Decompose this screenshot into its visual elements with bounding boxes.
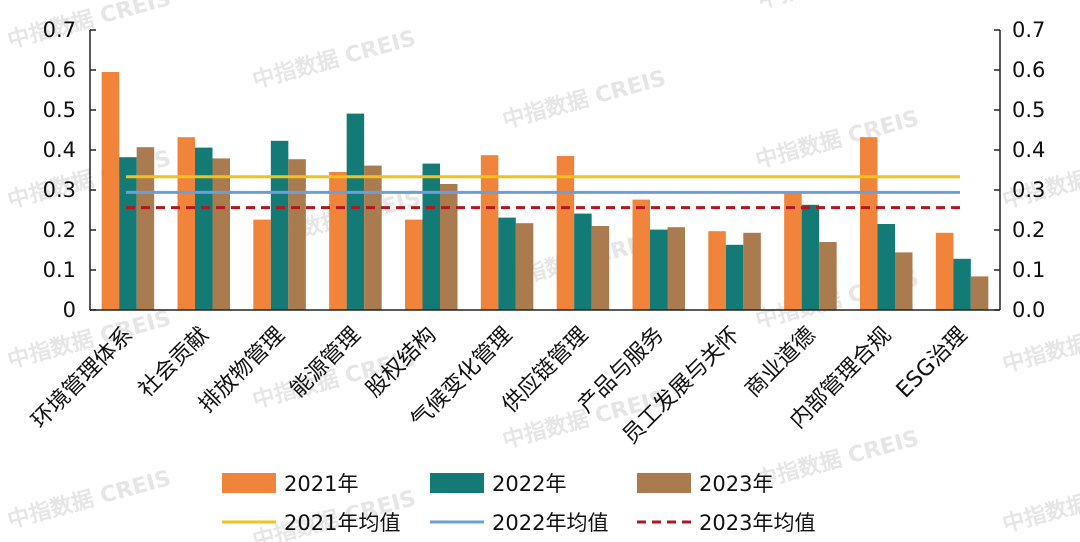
bar [405, 219, 423, 310]
bar [725, 244, 744, 310]
category-label: ESG治理 [892, 323, 973, 404]
bar [743, 232, 761, 310]
bar [515, 223, 534, 310]
bar [708, 231, 726, 310]
bar [422, 163, 440, 310]
watermark-text: 中指数据 CREIS [250, 25, 419, 94]
legend-label: 2023年 [699, 472, 773, 496]
bar [288, 159, 306, 310]
bar [270, 140, 289, 310]
y2-tick-label: 0.6 [1012, 58, 1045, 82]
y-tick-label: 0.3 [43, 178, 76, 202]
y-tick-label: 0.5 [43, 98, 76, 122]
y2-tick-label: 0.4 [1012, 138, 1045, 162]
legend-swatch [430, 473, 484, 493]
watermark-text: 中指数据 CREIS [500, 65, 669, 134]
bar [860, 137, 878, 310]
y2-tick-label: 0.2 [1012, 218, 1045, 242]
y-tick-label: 0.2 [43, 218, 76, 242]
watermark-text: 中指数据 CREIS [755, 0, 924, 14]
bar [480, 155, 499, 310]
legend-label: 2021年 [284, 472, 358, 496]
bar [498, 217, 516, 310]
y-tick-label: 0.6 [43, 58, 76, 82]
bar [195, 147, 213, 310]
watermark-text: 中指数据 CREIS [753, 105, 922, 174]
legend: 2021年 2022年 2023年 2021年均值 2022年均值 2023年均值 [222, 472, 815, 535]
category-label: 商业道德 [741, 323, 821, 403]
y2-tick-label: 0.1 [1012, 258, 1045, 282]
bar [346, 113, 365, 310]
watermark-text: 中指数据 CREIS [5, 0, 174, 54]
bar [667, 227, 685, 310]
plot-area [101, 72, 989, 310]
legend-label: 2023年均值 [699, 511, 815, 535]
y2-tick-label: 0.0 [1012, 298, 1045, 322]
bar [953, 258, 971, 310]
bar [632, 199, 650, 310]
legend-swatch [637, 473, 691, 493]
y-tick-label: 0 [63, 298, 76, 322]
y2-tick-label: 0.3 [1012, 178, 1045, 202]
y-tick-label: 0.4 [43, 138, 76, 162]
bar [895, 252, 913, 310]
bar [935, 232, 954, 310]
legend-label: 2021年均值 [284, 511, 400, 535]
y-tick-label: 0.1 [43, 258, 76, 282]
bar [591, 226, 610, 310]
watermark-text: 中指数据 CREIS [753, 425, 922, 494]
bar [574, 213, 592, 310]
bar [136, 147, 155, 310]
bar [784, 193, 802, 310]
bar [364, 165, 382, 310]
bar [819, 242, 837, 310]
legend-label: 2022年 [492, 472, 566, 496]
bar [556, 156, 575, 310]
bar [970, 276, 989, 310]
y2-tick-label: 0.5 [1012, 98, 1045, 122]
bar [650, 229, 668, 310]
watermark-layer: 中指数据 CREIS 中指数据 CREIS 中指数据 CREIS 中指数据 CREIS… [5, 0, 1080, 542]
y2-tick-label: 0.7 [1012, 18, 1045, 42]
bar [253, 219, 271, 310]
bar [177, 137, 195, 310]
bar [212, 158, 230, 310]
watermark-text: 中指数据 CREIS [5, 465, 174, 534]
y-tick-label: 0.7 [43, 18, 76, 42]
legend-swatch [222, 473, 276, 493]
watermark-text: 中指数据 CREIS [1000, 469, 1080, 538]
bar [877, 224, 895, 310]
bar [440, 184, 458, 310]
bar [101, 72, 120, 310]
bar [801, 204, 820, 310]
bar [119, 157, 137, 310]
legend-label: 2022年均值 [492, 511, 608, 535]
